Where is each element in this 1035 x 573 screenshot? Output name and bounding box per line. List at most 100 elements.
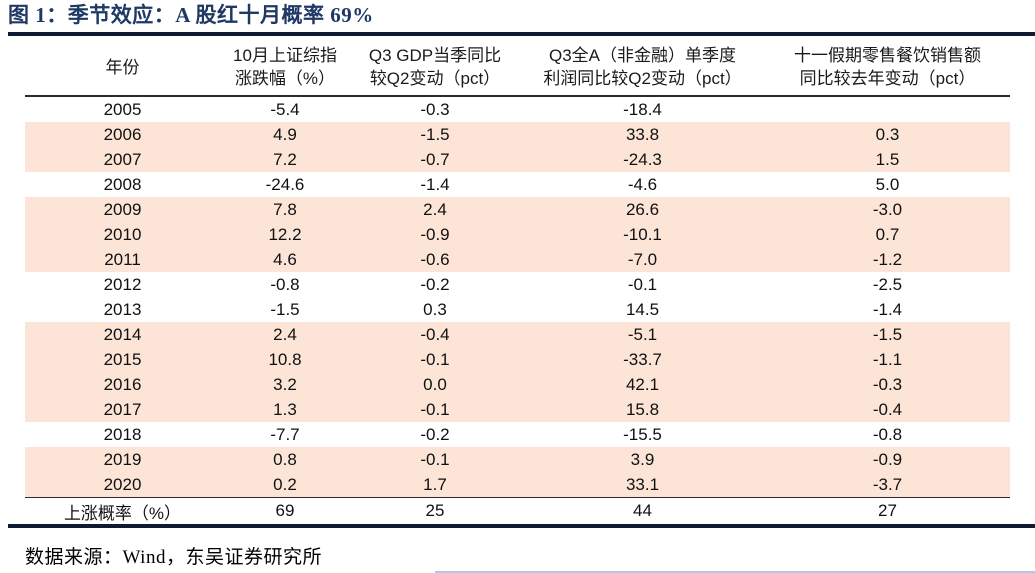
value-cell-3: 5.0 [875, 174, 900, 194]
value-cell-3: 1.5 [765, 147, 1010, 172]
table-row-2015: 2015 10.8 -0.1 -33.7 -1.1 [25, 347, 1010, 372]
value-cell-3: 0.3 [765, 122, 1010, 147]
value-cell-2: 33.8 [520, 122, 765, 147]
year-cell: 2005 [103, 99, 142, 119]
value-cell-2: -4.6 [627, 174, 658, 194]
column-header-1: 10月上证综指 涨跌幅（%） [220, 38, 350, 97]
value-cell-3: -1.1 [765, 347, 1010, 372]
year-cell: 2013 [103, 299, 142, 319]
value-cell-0: 1.3 [220, 397, 350, 422]
table-row-2005: 2005 -5.4 -0.3 -18.4 [25, 96, 1010, 122]
value-cell-0: 7.2 [220, 147, 350, 172]
year-cell: 2016 [25, 372, 220, 397]
column-header-3: Q3全A（非金融）单季度 利润同比较Q2变动（pct） [520, 38, 765, 97]
year-cell: 2019 [25, 447, 220, 472]
value-cell-1: -0.1 [350, 397, 520, 422]
year-cell: 2006 [25, 122, 220, 147]
value-cell-2: 42.1 [520, 372, 765, 397]
year-cell: 2014 [25, 322, 220, 347]
value-cell-0: -1.5 [270, 299, 300, 319]
value-cell-1: -0.9 [350, 222, 520, 247]
value-cell-2: -18.4 [623, 99, 662, 119]
value-cell-2: -24.3 [520, 147, 765, 172]
value-cell-3: -0.4 [765, 397, 1010, 422]
table-row-2016: 2016 3.2 0.0 42.1 -0.3 [25, 372, 1010, 397]
value-cell-2: 15.8 [520, 397, 765, 422]
value-cell-1: -1.5 [350, 122, 520, 147]
table-row-2009: 2009 7.8 2.4 26.6 -3.0 [25, 197, 1010, 222]
data-source-note: 数据来源：Wind，东吴证券研究所 [25, 547, 322, 568]
value-cell-3: -1.4 [872, 299, 903, 319]
value-cell-0: 12.2 [220, 222, 350, 247]
value-cell-2: 26.6 [520, 197, 765, 222]
value-cell-0: 0.8 [220, 447, 350, 472]
table-row-2010: 2010 12.2 -0.9 -10.1 0.7 [25, 222, 1010, 247]
year-cell: 2007 [25, 147, 220, 172]
table-body: 2005 -5.4 -0.3 -18.4 2006 4.9 -1.5 33.8 0.3 2007 7… [25, 96, 1010, 524]
value-cell-0: 0.2 [220, 472, 350, 498]
value-cell-1: 0.3 [423, 299, 447, 319]
value-cell-1: 1.7 [350, 472, 520, 498]
summary-value-0: 69 [220, 497, 350, 524]
value-cell-0: -7.7 [270, 424, 300, 444]
table-row-2019: 2019 0.8 -0.1 3.9 -0.9 [25, 447, 1010, 472]
value-cell-3: -3.7 [765, 472, 1010, 498]
value-cell-3: -0.8 [872, 424, 903, 444]
value-cell-1: -0.6 [350, 247, 520, 272]
value-cell-0: 3.2 [220, 372, 350, 397]
value-cell-1: -0.1 [350, 447, 520, 472]
value-cell-3: -2.5 [872, 274, 903, 294]
year-cell: 2009 [25, 197, 220, 222]
year-cell: 2020 [25, 472, 220, 498]
column-header-0: 年份 [25, 38, 220, 97]
value-cell-0: -24.6 [265, 174, 305, 194]
table-row-2007: 2007 7.2 -0.7 -24.3 1.5 [25, 147, 1010, 172]
year-cell: 2015 [25, 347, 220, 372]
value-cell-1: 0.0 [350, 372, 520, 397]
table-row-2017: 2017 1.3 -0.1 15.8 -0.4 [25, 397, 1010, 422]
figure-title: 图 1：季节效应：A 股红十月概率 69% [8, 3, 374, 27]
value-cell-2: -15.5 [623, 424, 662, 444]
year-cell: 2011 [25, 247, 220, 272]
value-cell-2: 33.1 [520, 472, 765, 498]
value-cell-2: -0.1 [627, 274, 658, 294]
year-cell: 2018 [103, 424, 142, 444]
value-cell-1: 2.4 [350, 197, 520, 222]
value-cell-0: 2.4 [220, 322, 350, 347]
table-bottom-rule [8, 524, 1035, 528]
summary-value-2: 44 [520, 497, 765, 524]
value-cell-0: 4.9 [220, 122, 350, 147]
year-cell: 2010 [25, 222, 220, 247]
value-cell-0: 10.8 [220, 347, 350, 372]
value-cell-3: -0.9 [765, 447, 1010, 472]
value-cell-1: -0.3 [420, 99, 450, 119]
header-row: 年份 10月上证综指 涨跌幅（%） Q3 GDP当季同比 较Q2变动（pct） Q3全A（… [25, 38, 1010, 97]
table-row-2008: 2008 -24.6 -1.4 -4.6 5.0 [25, 172, 1010, 197]
value-cell-1: -0.2 [420, 274, 450, 294]
value-cell-3 [765, 96, 1010, 122]
seasonal-table: 年份 10月上证综指 涨跌幅（%） Q3 GDP当季同比 较Q2变动（pct） Q3全A（… [25, 38, 1010, 524]
year-cell: 2012 [103, 274, 142, 294]
value-cell-1: -0.1 [350, 347, 520, 372]
value-cell-3: 0.7 [765, 222, 1010, 247]
value-cell-3: -1.2 [765, 247, 1010, 272]
value-cell-2: 3.9 [520, 447, 765, 472]
value-cell-1: -0.2 [420, 424, 450, 444]
table-row-2006: 2006 4.9 -1.5 33.8 0.3 [25, 122, 1010, 147]
page-bottom-accent-line [435, 571, 1035, 573]
value-cell-0: -5.4 [270, 99, 300, 119]
summary-value-1: 25 [350, 497, 520, 524]
value-cell-0: -0.8 [270, 274, 300, 294]
value-cell-1: -0.4 [350, 322, 520, 347]
value-cell-2: -33.7 [520, 347, 765, 372]
value-cell-0: 7.8 [220, 197, 350, 222]
value-cell-2: -7.0 [520, 247, 765, 272]
table-row-2014: 2014 2.4 -0.4 -5.1 -1.5 [25, 322, 1010, 347]
value-cell-2: 14.5 [625, 299, 660, 319]
value-cell-3: -0.3 [765, 372, 1010, 397]
table-row-2013: 2013 -1.5 0.3 14.5 -1.4 [25, 297, 1010, 322]
table-row-2020: 2020 0.2 1.7 33.1 -3.7 [25, 472, 1010, 498]
year-cell: 2008 [103, 174, 142, 194]
summary-label: 上涨概率（%） [25, 497, 220, 524]
